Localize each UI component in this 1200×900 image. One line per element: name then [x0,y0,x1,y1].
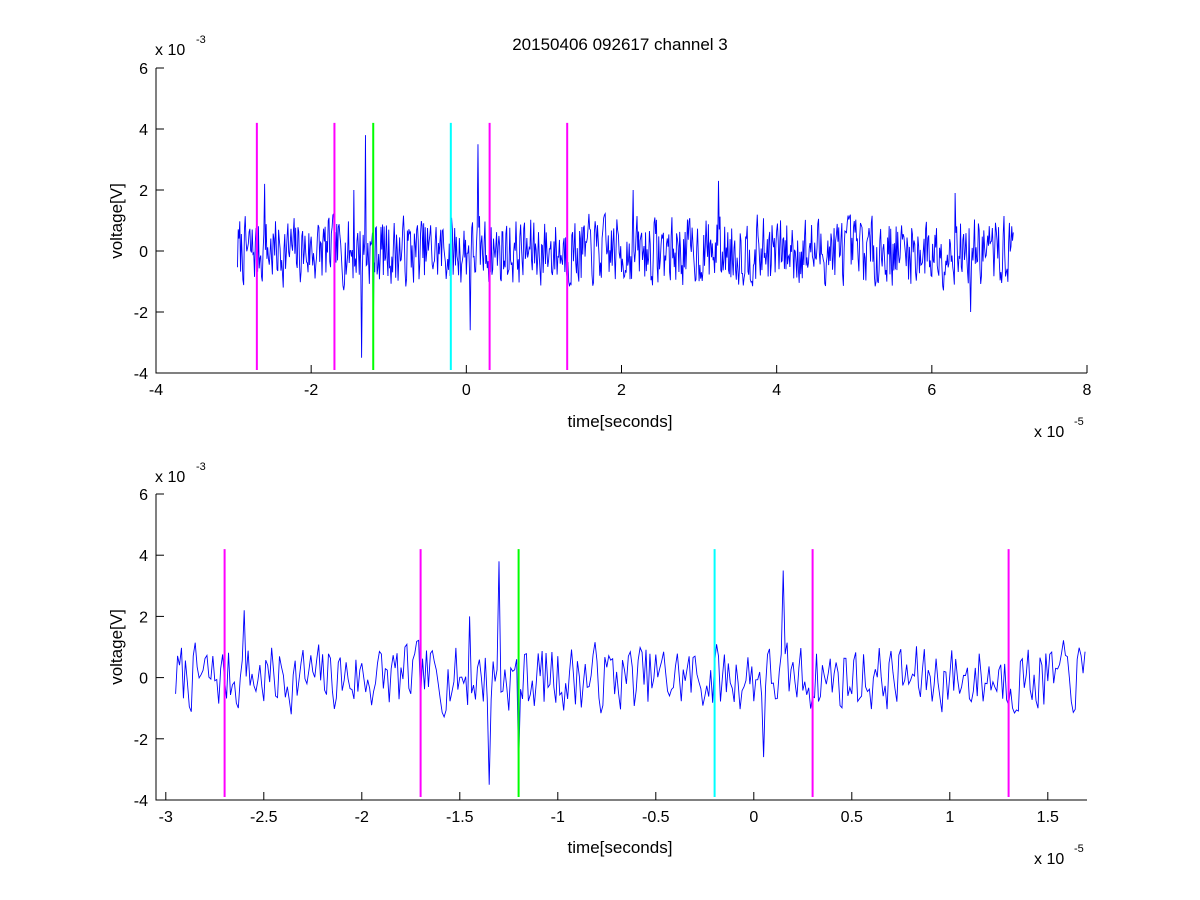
top-plot: 20150406 092617 channel 3 x 10 -3 x 10 -… [107,34,1092,441]
y-exponent-label: x 10 [155,42,185,59]
x-tick-label: 0 [462,382,471,399]
bottom-plot: x 10 -3 x 10 -5 time[seconds] voltage[V]… [107,461,1087,868]
x-exponent-label: x 10 [1034,424,1064,441]
x-tick-label: 2 [617,382,626,399]
x-axis-label: time[seconds] [568,412,673,431]
y-exponent: x 10 -3 [155,34,206,59]
x-tick-label: -2 [355,809,369,826]
y-exponent-value: -3 [196,461,206,473]
y-tick-label: -4 [134,793,148,810]
x-tick-label: 8 [1083,382,1092,399]
x-tick-label: -1 [551,809,565,826]
x-exponent-label: x 10 [1034,851,1064,868]
y-tick-label: 6 [139,487,148,504]
y-exponent-label: x 10 [155,469,185,486]
y-tick-label: 2 [139,609,148,626]
x-tick-label: 0.5 [841,809,863,826]
x-axis-label: time[seconds] [568,838,673,857]
x-exponent: x 10 -5 [1034,416,1084,441]
y-tick-label: -2 [134,305,148,322]
x-tick-label: -4 [149,382,163,399]
y-tick-label: 6 [139,61,148,78]
x-tick-label: 0 [749,809,758,826]
x-tick-label: 1 [945,809,954,826]
y-tick-label: 4 [139,548,148,565]
chart-title: 20150406 092617 channel 3 [512,35,728,54]
y-tick-label: 0 [139,671,148,688]
x-tick-label: 6 [927,382,936,399]
y-tick-label: 4 [139,122,148,139]
y-axis-label: voltage[V] [107,183,126,259]
x-tick-label: 4 [772,382,781,399]
y-exponent: x 10 -3 [155,461,206,486]
x-tick-label: 1.5 [1037,809,1059,826]
signal-line [237,135,1014,358]
y-exponent-value: -3 [196,34,206,46]
x-exponent: x 10 -5 [1034,843,1084,868]
y-axis-label: voltage[V] [107,609,126,685]
y-tick-label: -2 [134,732,148,749]
x-tick-label: -0.5 [642,809,670,826]
y-tick-label: -4 [134,366,148,383]
y-tick-label: 0 [139,244,148,261]
signal-line [175,561,1086,785]
x-tick-label: -2 [304,382,318,399]
x-tick-label: -2.5 [250,809,278,826]
x-exponent-value: -5 [1074,416,1084,428]
y-tick-label: 2 [139,183,148,200]
x-exponent-value: -5 [1074,843,1084,855]
x-tick-label: -1.5 [446,809,474,826]
x-tick-label: -3 [159,809,173,826]
